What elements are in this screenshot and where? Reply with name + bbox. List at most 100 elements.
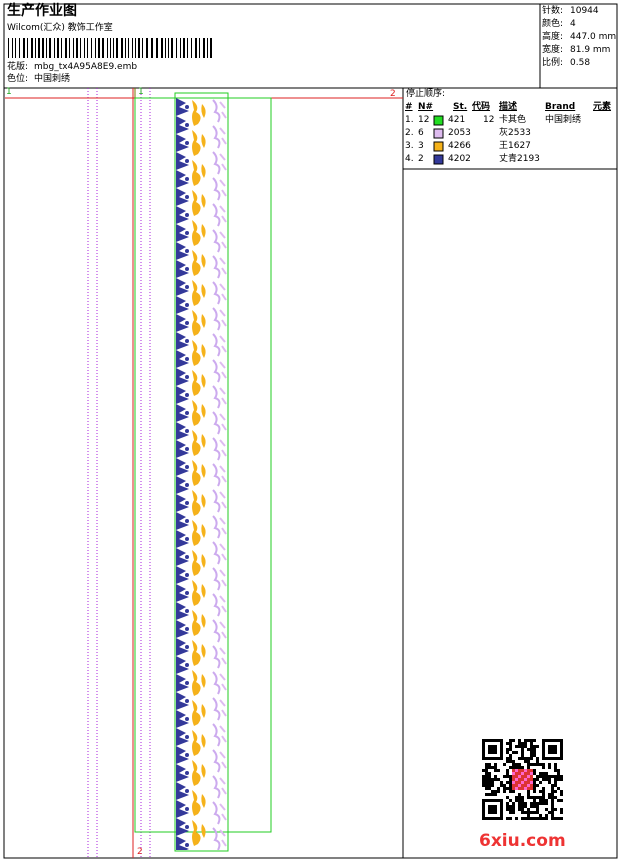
qr-cell [512,775,515,778]
qr-cell [545,814,548,817]
qr-cell [500,784,503,787]
qr-cell [521,784,524,787]
qr-cell [512,739,515,742]
qr-cell [548,793,551,796]
qr-cell [482,784,485,787]
qr-cell [506,751,509,754]
qr-cell [503,787,506,790]
qr-cell [509,781,512,784]
qr-cell [548,745,551,748]
qr-cell [488,799,491,802]
qr-cell [530,811,533,814]
qr-cell [482,817,485,820]
qr-cell [485,784,488,787]
qr-cell [506,808,509,811]
qr-cell [494,769,497,772]
qr-cell [512,772,515,775]
qr-cell [518,793,521,796]
qr-cell [557,817,560,820]
qr-cell [488,766,491,769]
qr-cell [554,817,557,820]
qr-cell [485,817,488,820]
qr-cell [554,781,557,784]
qr-cell [488,757,491,760]
qr-cell [527,769,530,772]
qr-cell [518,775,521,778]
qr-cell [530,754,533,757]
qr-cell [524,811,527,814]
qr-cell [530,739,533,742]
qr-cell [515,799,518,802]
qr-cell [527,748,530,751]
cell-needle: 2 [418,154,424,164]
bar [95,38,96,58]
qr-cell [518,766,521,769]
qr-cell [527,739,530,742]
qr-cell [506,742,509,745]
qr-cell [509,748,512,751]
qr-cell [530,781,533,784]
qr-cell [527,772,530,775]
qr-cell [533,751,536,754]
qr-cell [518,802,521,805]
bar [12,38,13,58]
qr-cell [485,757,488,760]
qr-cell [485,763,488,766]
qr-cell [524,775,527,778]
qr-cell [533,769,536,772]
qr-cell [500,745,503,748]
stat-label: 比例: [542,58,564,68]
qr-cell [539,772,542,775]
qr-cell [506,757,509,760]
color-swatch [433,141,444,152]
qr-cell [515,751,518,754]
qr-cell [518,778,521,781]
qr-cell [557,769,560,772]
color-swatch [433,115,444,126]
qr-cell [533,799,536,802]
qr-cell [491,748,494,751]
bar [146,38,148,58]
qr-cell [518,763,521,766]
qr-cell [539,763,542,766]
stat-value: 0.58 [570,58,591,68]
qr-cell [482,775,485,778]
qr-cell [494,766,497,769]
bar [15,38,16,58]
qr-cell [491,739,494,742]
qr-cell [539,775,542,778]
qr-cell [491,781,494,784]
qr-cell [506,817,509,820]
qr-cell [509,817,512,820]
bar [76,38,78,58]
qr-cell [530,787,533,790]
qr-cell [494,748,497,751]
bar [180,38,181,58]
qr-cell [524,772,527,775]
qr-cell [509,775,512,778]
qr-cell [497,739,500,742]
qr-cell [488,775,491,778]
column-header: Brand [545,102,576,112]
column-header: 描述 [499,102,518,112]
qr-cell [518,784,521,787]
qr-cell [494,805,497,808]
qr-cell [488,808,491,811]
qr-cell [512,784,515,787]
qr-cell [503,775,506,778]
qr-cell [494,811,497,814]
qr-cell [524,781,527,784]
qr-cell [548,739,551,742]
stat-label: 颜色: [542,19,564,29]
bar [171,38,173,58]
qr-cell [551,796,554,799]
qr-cell [521,772,524,775]
qr-cell [515,775,518,778]
qr-cell [542,787,545,790]
qr-cell [518,781,521,784]
stat-value: 447.0 mm [570,32,617,42]
qr-cell [536,784,539,787]
bar [195,38,197,58]
qr-cell [482,748,485,751]
qr-cell [533,784,536,787]
